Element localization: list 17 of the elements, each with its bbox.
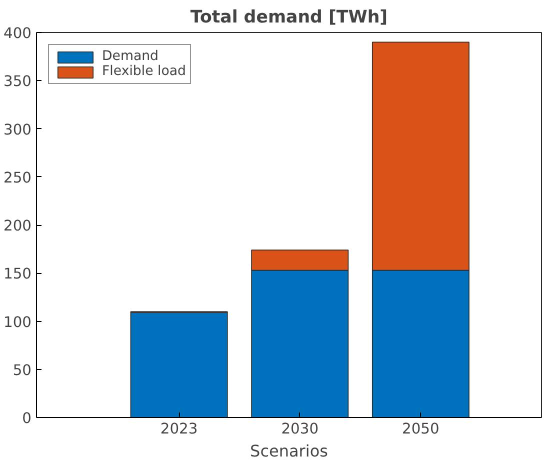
y-tick-label: 100 <box>4 314 32 331</box>
legend-label: Demand <box>102 49 159 64</box>
y-tick-label: 200 <box>4 218 32 234</box>
chart-title: Total demand [TWh] <box>190 8 388 28</box>
bar <box>130 312 228 418</box>
y-tick-label: 0 <box>22 410 32 427</box>
legend-label: Flexible load <box>102 64 186 79</box>
x-tick-label: 2030 <box>281 420 319 438</box>
x-tick-label: 2023 <box>160 420 198 438</box>
y-tick-label: 300 <box>4 121 32 138</box>
y-tick-label: 150 <box>4 266 32 283</box>
y-tick-label: 250 <box>4 169 32 186</box>
x-tick-label: 2050 <box>402 420 440 438</box>
x-axis-title: Scenarios <box>250 442 328 460</box>
y-tick-label: 350 <box>4 73 32 90</box>
y-tick-label: 50 <box>12 362 32 379</box>
y-tick-label: 400 <box>4 25 32 42</box>
